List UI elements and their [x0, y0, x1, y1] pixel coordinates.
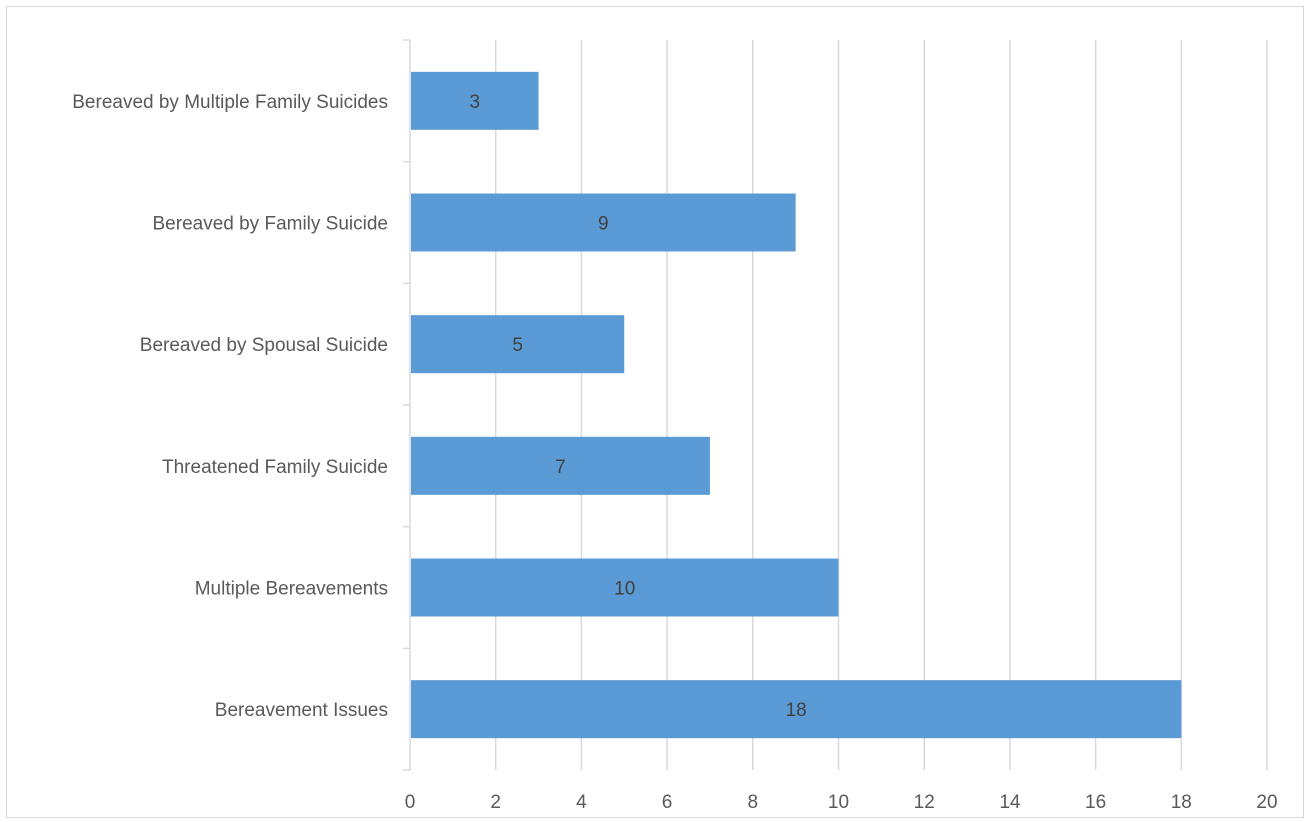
bars [411, 71, 1182, 739]
data-label: 5 [512, 335, 523, 356]
bar [411, 436, 710, 495]
x-tick-label: 6 [662, 792, 673, 813]
gridlines [494, 40, 1268, 770]
category-label: Bereavement Issues [215, 700, 388, 721]
x-tick-label: 4 [576, 792, 587, 813]
x-tick-label: 14 [999, 792, 1021, 813]
category-label: Bereaved by Family Suicide [153, 214, 389, 235]
bar [411, 71, 539, 130]
data-label: 9 [598, 214, 609, 235]
category-label: Bereaved by Multiple Family Suicides [72, 92, 388, 113]
data-labels: 3 9 5 7 10 18 [469, 92, 806, 721]
x-tick-label: 8 [748, 792, 759, 813]
category-axis [403, 39, 411, 771]
bar [411, 680, 1182, 739]
x-tick-label: 12 [914, 792, 935, 813]
x-tick-label: 2 [490, 792, 501, 813]
data-label: 3 [469, 92, 480, 113]
category-label: Multiple Bereavements [195, 579, 388, 600]
bar [411, 558, 839, 617]
bar [411, 315, 625, 374]
category-label: Threatened Family Suicide [162, 457, 388, 478]
bar [411, 193, 796, 252]
x-tick-label: 16 [1085, 792, 1106, 813]
category-labels: Bereaved by Multiple Family Suicides Bere… [72, 92, 388, 721]
x-tick-label: 0 [405, 792, 416, 813]
x-tick-label: 20 [1256, 792, 1277, 813]
data-label: 10 [614, 579, 635, 600]
x-tick-labels: 0 2 4 6 8 10 12 14 16 18 20 [405, 792, 1278, 813]
data-label: 18 [786, 700, 807, 721]
x-tick-label: 10 [828, 792, 849, 813]
x-tick-label: 18 [1171, 792, 1192, 813]
category-label: Bereaved by Spousal Suicide [140, 335, 388, 356]
data-label: 7 [555, 457, 566, 478]
